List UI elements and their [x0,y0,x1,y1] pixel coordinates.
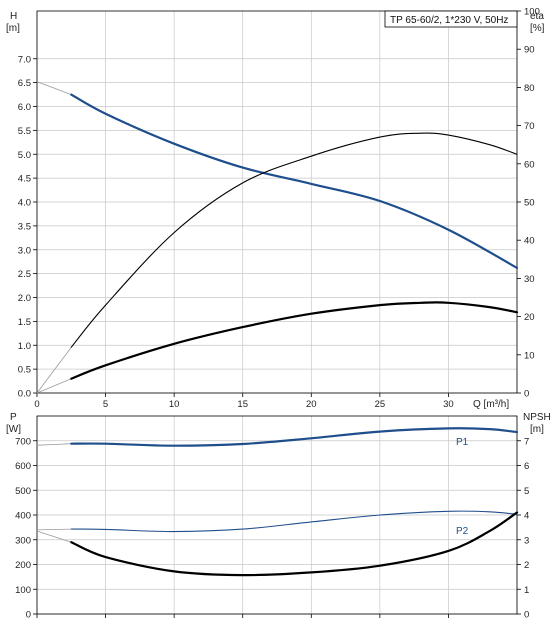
y-left-tick-label: 1.0 [18,341,31,352]
bottom-right-label-1: NPSH [523,412,551,423]
y-left-tick-label: 5.0 [18,150,31,161]
x-tick-label: 10 [169,399,180,410]
y-left-tick-label: 500 [15,486,31,497]
y-right-tick-label: 0 [524,389,529,400]
chart-title: TP 65-60/2, 1*230 V, 50Hz [390,15,508,26]
y-right-tick-label: 90 [524,45,535,56]
x-tick-label: 25 [375,399,386,410]
y-right-tick-label: 60 [524,159,535,170]
y-right-tick-label: 100 [524,7,540,18]
y-left-tick-label: 400 [15,511,31,522]
y-left-tick-label: 700 [15,436,31,447]
series-label-p2: P2 [456,526,469,537]
y-right-tick-label: 30 [524,274,535,285]
y-left-tick-label: 2.5 [18,269,31,280]
top-left-label-1: H [10,11,17,22]
top-tick-labels: 0 5 10 15 20 25 30 0.0 0.5 1.0 1.5 2.0 2.5 3.0 3.5 4.0 4… [18,7,540,411]
x-tick-label: 5 [103,399,108,410]
top-series-0-extrapolation [36,81,72,95]
top-right-label-1: eta [530,11,544,22]
y-right-tick-label: 80 [524,83,535,94]
y-right-tick-label: 2 [524,560,529,571]
y-right-tick-label: 40 [524,236,535,247]
y-right-tick-label: 5 [524,486,529,497]
y-left-tick-label: 0.0 [18,389,31,400]
bot-series-0-extrapolation [36,443,72,446]
y-right-tick-label: 3 [524,535,529,546]
y-right-tick-label: 4 [524,511,529,522]
y-right-tick-label: 0 [524,610,529,621]
top-series-1-extrapolation [36,346,72,394]
top-series-2-line [70,301,519,380]
y-left-tick-label: 7.0 [18,54,31,65]
bottom-curves [36,427,519,577]
top-series-1-line [70,132,518,348]
bottom-grid [33,416,521,618]
y-left-tick-label: 100 [15,585,31,596]
top-right-label-2: [%] [530,23,545,34]
title-box [384,10,518,28]
top-curves [36,81,519,394]
top-left-label-2: [m] [6,23,20,34]
y-right-tick-label: 10 [524,350,535,361]
y-left-tick-label: 3.0 [18,245,31,256]
y-left-tick-label: 5.5 [18,126,31,137]
y-right-tick-label: 70 [524,121,535,132]
y-left-tick-label: 600 [15,461,31,472]
bot-series-2-extrapolation [36,530,72,543]
y-left-tick-label: 4.5 [18,174,31,185]
top-panel: 0 5 10 15 20 25 30 0.0 0.5 1.0 1.5 2.0 2.5 3.0 3.5 4.0 4… [6,7,545,411]
y-right-tick-label: 50 [524,198,535,209]
series-label-p1: P1 [456,437,469,448]
y-left-tick-label: 1.5 [18,317,31,328]
bot-series-1-line [70,510,518,533]
bottom-left-label-1: P [10,412,17,423]
y-left-tick-label: 0.5 [18,365,31,376]
y-left-tick-label: 300 [15,535,31,546]
x-tick-label: 0 [34,399,39,410]
top-plot-frame [36,10,518,394]
bottom-plot-frame [36,415,518,615]
y-right-tick-label: 20 [524,312,535,323]
y-right-tick-label: 1 [524,585,529,596]
top-grid [33,10,521,397]
bottom-tick-labels: 0 100 200 300 400 500 600 700 0 1 2 3 4 5 6 7 [15,436,529,620]
x-axis-label: Q [m³/h] [473,399,509,410]
y-left-tick-label: 3.5 [18,221,31,232]
y-left-tick-label: 2.0 [18,293,31,304]
y-left-tick-label: 0 [26,610,31,621]
y-left-tick-label: 6.5 [18,78,31,89]
y-left-tick-label: 200 [15,560,31,571]
y-right-tick-label: 6 [524,461,529,472]
x-tick-label: 30 [443,399,454,410]
bot-series-0-line [70,427,519,447]
bottom-left-label-2: [W] [6,424,21,435]
x-tick-label: 20 [306,399,317,410]
y-left-tick-label: 4.0 [18,198,31,209]
x-tick-label: 15 [237,399,248,410]
bot-series-1-extrapolation [36,528,72,531]
bottom-panel: 0 100 200 300 400 500 600 700 0 1 2 3 4 5 6 7 P [W] NPS… [6,412,551,621]
top-series-2-extrapolation [36,378,72,394]
top-series-0-line [70,93,519,269]
y-left-tick-label: 6.0 [18,102,31,113]
bottom-right-label-2: [m] [530,424,544,435]
y-right-tick-label: 7 [524,436,529,447]
bot-series-2-line [70,511,519,577]
